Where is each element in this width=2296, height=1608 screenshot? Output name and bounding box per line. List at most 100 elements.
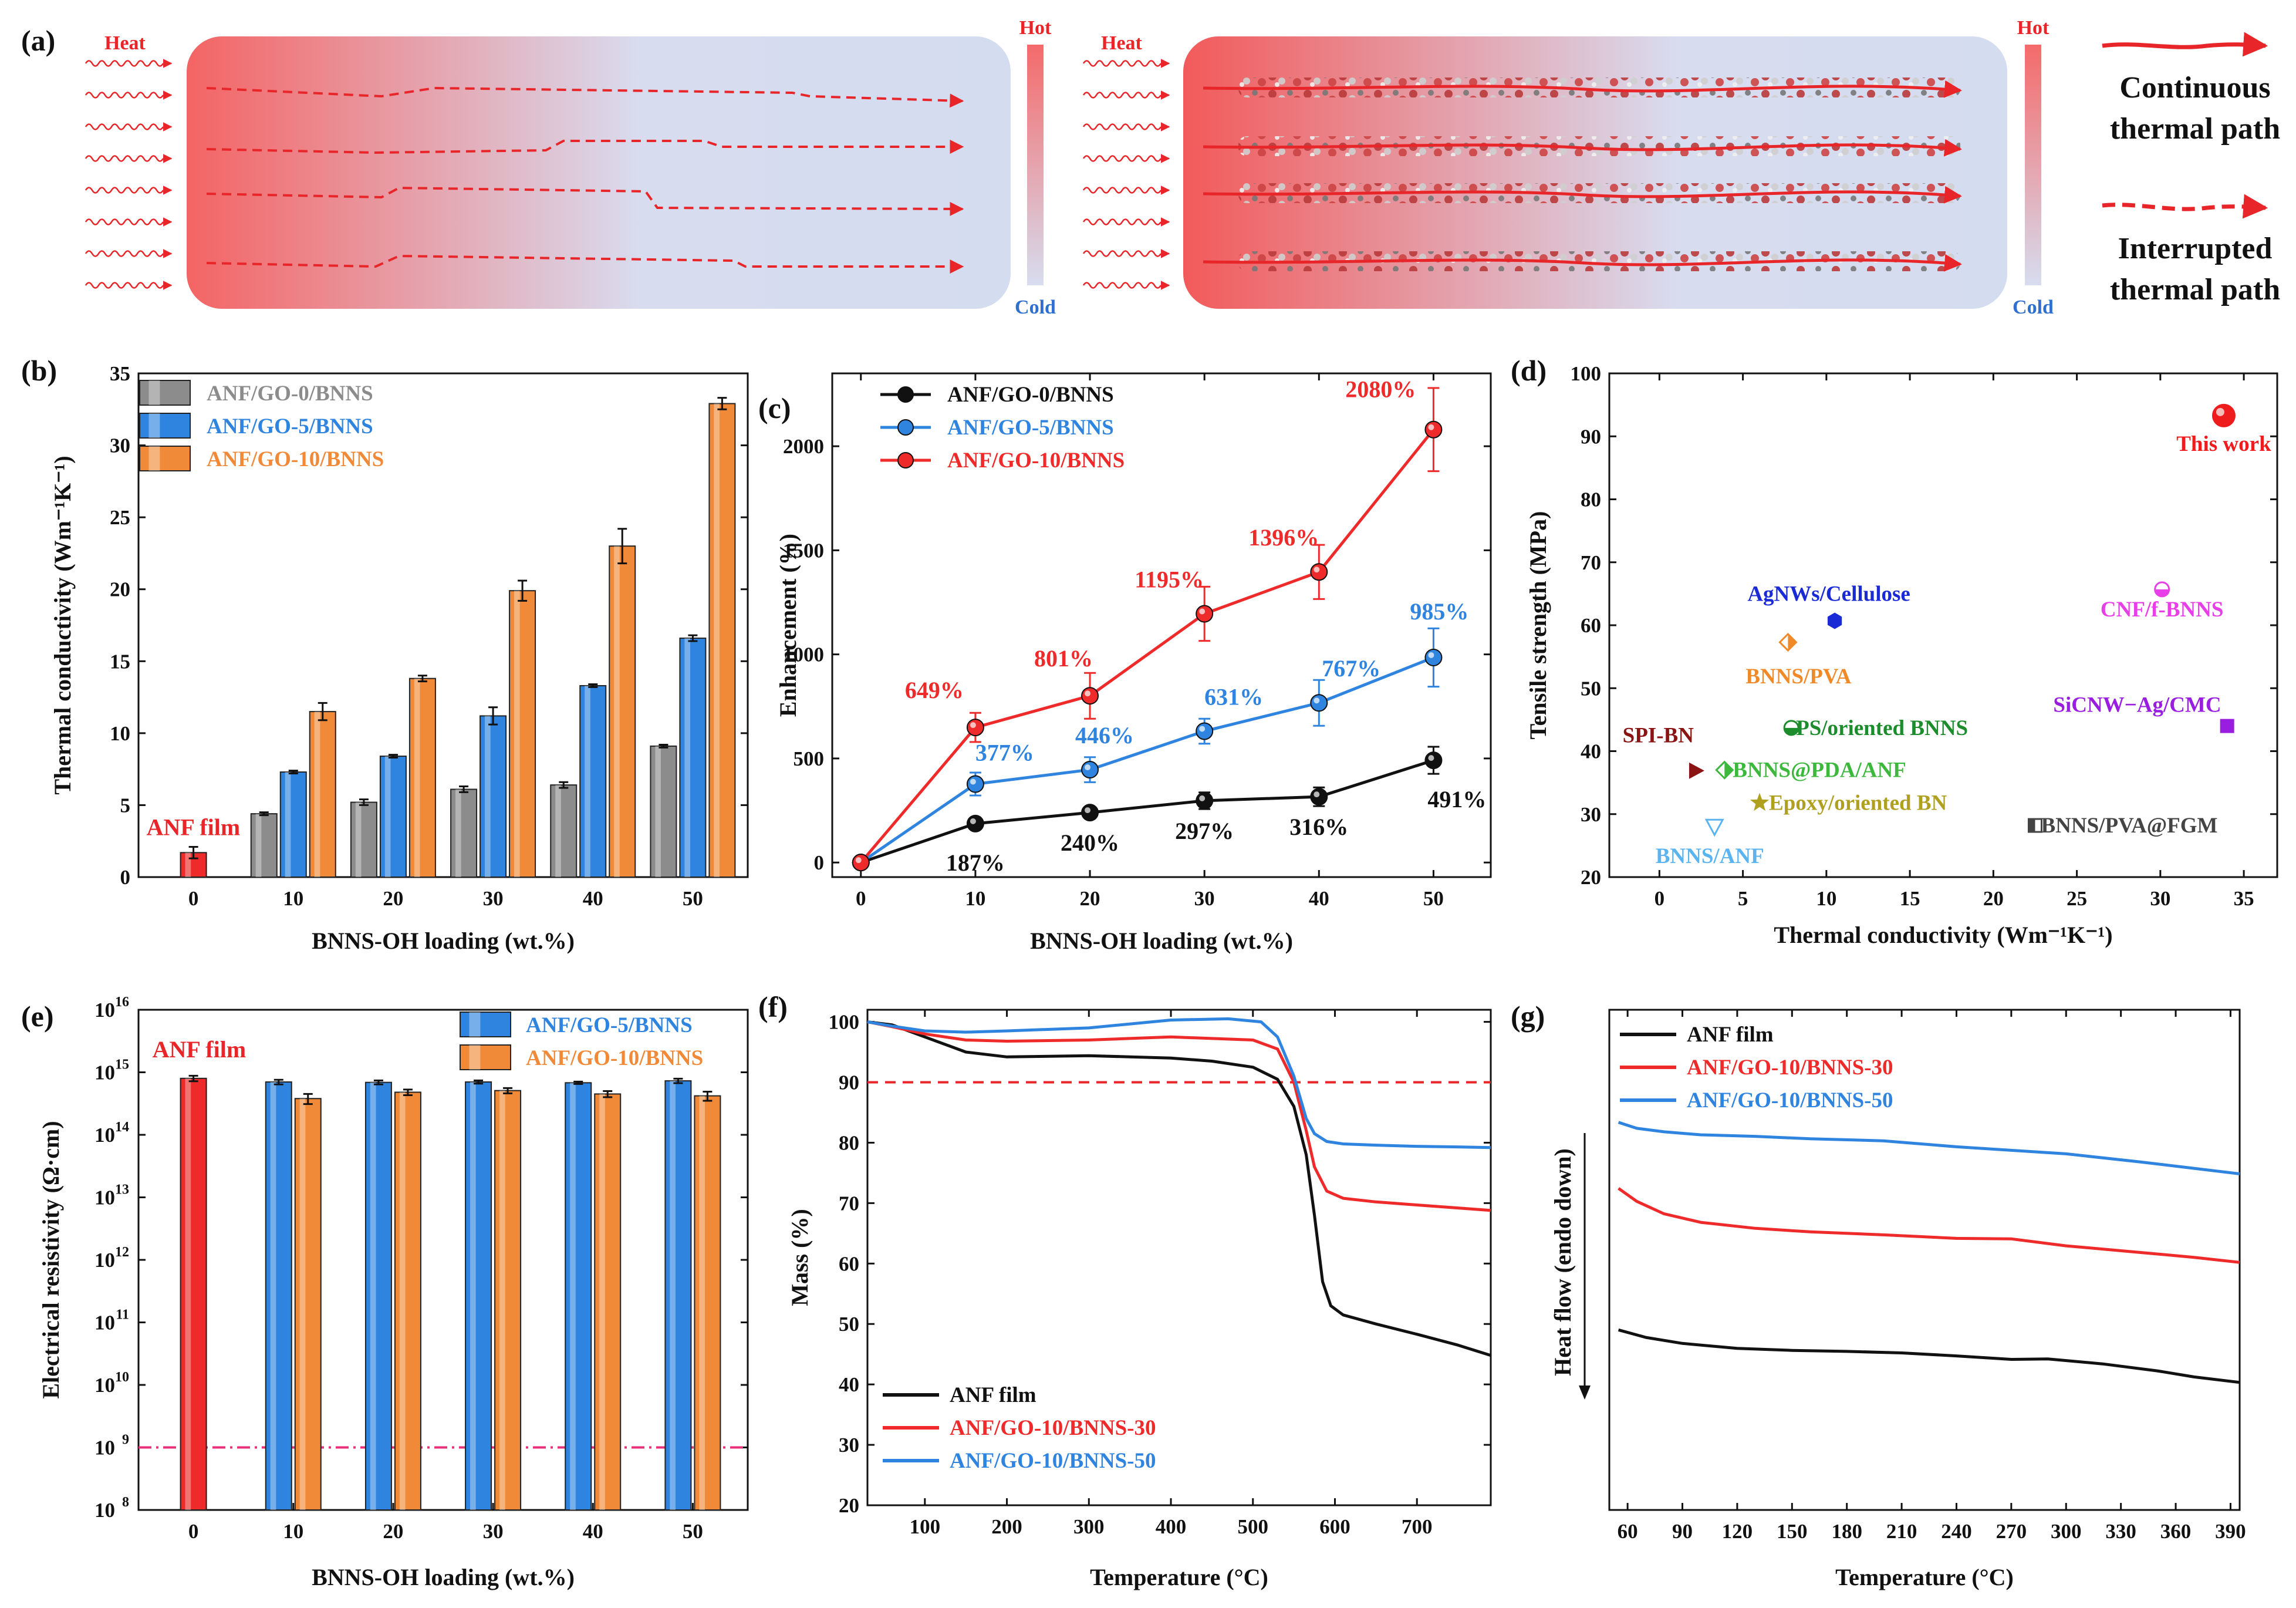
x-tick-label: 50 [683,887,703,910]
data-point [966,719,984,737]
x-tick-label: 10 [965,887,985,910]
interrupted-path-legend-line [2102,194,2268,219]
bar-ANF/GO-5/BNNS [279,771,307,878]
bar-ANF/GO-5/BNNS [565,1082,592,1511]
x-tick-label: 20 [383,1520,403,1543]
y-tick-label: 1000 [783,643,824,666]
interrupted-paths [206,86,964,274]
data-point [1310,788,1328,806]
cold-label-right: Cold [2013,296,2054,318]
data-point [1081,804,1099,822]
heat-wave [85,123,164,130]
data-point-highlight [1314,567,1320,573]
data-point [1424,648,1443,666]
heat-wave [1082,123,1162,130]
point-label: BNNS@PDA/ANF [1733,759,1906,783]
point-label: AgNWs/Cellulose [1747,582,1910,606]
data-label: 631% [1204,683,1263,710]
x-tick-label: 0 [188,1520,199,1543]
y-tick-label: 70 [1581,551,1601,574]
bar-anf-film-highlight [185,1078,191,1510]
y-tick-label: 70 [839,1192,859,1215]
legend-swatch [460,1044,511,1070]
bnns-chain [1238,136,1960,156]
x-tick-label: 10 [1816,887,1836,910]
point-label: BNNS/ANF [1656,844,1764,868]
data-label: 240% [1061,830,1119,856]
bar-ANF/GO-0/BNNS [250,813,278,878]
y-tick-label: 10 [94,1249,115,1272]
interrupted-thermal-path [206,140,964,154]
data-label: 297% [1175,818,1234,844]
plot-frame [831,372,1492,878]
chart-b-thermal-conductivity: 0 5 10 15 20 25 30 35 0 10 20 30 40 50 ANF film ANF/GO-… [49,362,749,954]
panel-label-e: (e) [21,1000,54,1033]
y-axis-label: Thermal conductivity (Wm⁻¹K⁻¹) [49,456,76,794]
x-tick-label: 30 [483,1520,504,1543]
heat-wave [1082,218,1162,225]
x-tick-label: 120 [1722,1520,1753,1543]
x-tick-label: 5 [1738,887,1748,910]
x-tick-label: 40 [583,1520,603,1543]
y-tick-label: 30 [839,1434,859,1457]
y-tick-label: 20 [839,1494,859,1517]
legend-swatch [460,1012,511,1037]
cold-label-left: Cold [1015,296,1056,318]
endo-down-arrowhead [1579,1385,1591,1400]
panel-label-a: (a) [21,24,55,57]
bar-ANF/GO-5/BNNS [265,1081,292,1511]
legend-swatch-highlight [148,413,160,438]
x-tick-label: 50 [683,1520,703,1543]
hot-label-left: Hot [1019,17,1052,39]
legend-swatch [139,413,191,439]
marker-half-diamond-fill [1788,633,1797,650]
bar-ANF/GO-5/BNNS-highlight [684,638,691,877]
bar-ANF/GO-5/BNNS-highlight [585,685,590,877]
heat-wave [1082,282,1162,289]
y-tick-label: 20 [110,578,130,601]
data-point-highlight [1085,690,1091,697]
y-tick-exponent: 11 [116,1307,129,1323]
data-label: 1195% [1135,567,1204,593]
y-tick-exponent: 15 [115,1057,129,1073]
data-point-highlight [970,818,976,824]
temperature-bar-right [2025,45,2041,285]
plot-frame [137,372,749,878]
x-tick-label: 35 [2234,887,2254,910]
bar-ANF/GO-5/BNNS-highlight [470,1081,476,1510]
x-tick-label: 20 [1983,887,2004,910]
bar-ANF/GO-5/BNNS-highlight [670,1081,676,1510]
chart-f-tga: 20 30 40 50 60 70 80 90 100 100 200 300 400 500 600 700… [786,1009,1492,1590]
bar-ANF/GO-5/BNNS [379,756,407,878]
y-tick-label: 80 [839,1131,859,1154]
series-line-ANF/GO-10/BNNS-50 [867,1017,1491,1149]
x-tick-label: 0 [188,887,199,910]
continuous-thermal-path [1203,186,1962,204]
data-point-highlight [1428,424,1434,430]
x-tick-label: 210 [1886,1520,1917,1543]
bar-ANF/GO-5/BNNS [364,1081,392,1511]
series-line-ANF/GO-10/BNNS-50 [1618,1121,2240,1175]
x-tick-label: 150 [1777,1520,1808,1543]
data-point [1310,694,1328,712]
heat-wave [85,282,164,289]
legend-marker [897,452,914,468]
x-tick-label: 10 [283,1520,303,1543]
heat-wave [1082,92,1162,99]
heat-wave [85,92,164,99]
x-tick-label: 700 [1402,1515,1433,1538]
y-axis-label: Enhancement (%) [775,534,801,717]
bar-ANF/GO-10/BNNS-highlight [299,1098,306,1510]
interrupted-thermal-path [206,254,964,274]
y-tick-label: 90 [1581,425,1601,448]
bar-ANF/GO-0/BNNS-highlight [655,746,661,877]
y-tick-label: 30 [110,434,130,457]
y-tick-label: 40 [839,1373,859,1396]
heat-wave [85,218,164,225]
heat-wave [1082,155,1162,162]
x-tick-label: 330 [2105,1520,2136,1543]
data-label: 801% [1034,645,1093,672]
bar-ANF/GO-5/BNNS-highlight [285,772,291,877]
y-tick-label: 35 [110,362,130,385]
